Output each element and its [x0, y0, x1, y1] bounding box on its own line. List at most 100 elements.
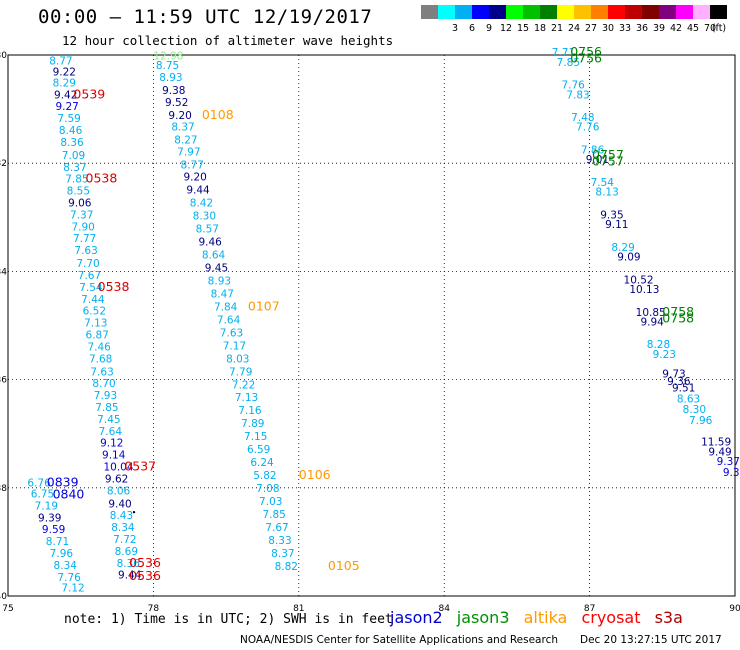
wave-height-label: 9.20 [168, 110, 191, 122]
wave-height-label: 8.77 [49, 56, 72, 68]
pass-time-label: 0756 [570, 51, 602, 66]
pass-time-label: 0537 [124, 458, 156, 473]
wave-height-label: 7.89 [241, 418, 264, 430]
wave-height-label: 7.64 [99, 426, 123, 438]
wave-height-label: 11.59 [701, 437, 731, 449]
wave-height-label: 9.38 [162, 85, 185, 97]
pass-time-label: 0538 [86, 171, 118, 186]
wave-height-label: 9.52 [165, 97, 188, 109]
wave-height-label: 7.96 [50, 548, 74, 560]
wave-height-label: 9.73 [662, 368, 685, 380]
wave-height-label: 7.76 [57, 572, 81, 584]
wave-height-label: 7.68 [89, 353, 112, 365]
wave-height-label: 8.29 [611, 242, 634, 254]
wave-height-label: 7.09 [62, 150, 85, 162]
scale-swatch [489, 5, 506, 19]
wave-height-label: 7.59 [57, 113, 80, 125]
chart-subtitle: 12 hour collection of altimeter wave hei… [62, 33, 394, 48]
scale-swatch [642, 5, 659, 19]
wave-height-label: 9.11 [605, 219, 628, 231]
y-tick-label: -40 [0, 592, 7, 602]
wave-height-label: 9.20 [183, 172, 206, 184]
wave-height-label: 9.22 [53, 67, 76, 79]
wave-height-label: 8.69 [115, 546, 138, 558]
wave-height-label: 9.51 [672, 383, 695, 395]
wave-height-label: 9.36 [667, 376, 691, 388]
scale-tick-label: 21 [551, 23, 563, 34]
wave-height-label: 7.84 [214, 301, 238, 313]
wave-height-label: 8.30 [683, 404, 706, 416]
wave-height-label: 7.76 [576, 122, 600, 134]
wave-height-label: 7.77 [73, 233, 96, 245]
wave-height-label: 7.15 [244, 431, 267, 443]
y-tick-label: -32 [0, 159, 7, 169]
scale-swatch [591, 5, 608, 19]
wave-height-label: 9.46 [198, 236, 222, 248]
wave-height-label: 9.09 [617, 252, 640, 264]
satellite-legend: jason2 jason3 altika cryosat s3a [390, 608, 692, 627]
wave-height-label: 7.08 [256, 483, 279, 495]
wave-height-label: 7.97 [177, 147, 200, 159]
wave-height-label: 7.85 [65, 174, 88, 186]
scale-tick-label: 42 [670, 23, 682, 34]
scale-swatch [608, 5, 625, 19]
pass-time-label: 0758 [662, 304, 694, 319]
wave-height-label: 9.14 [102, 450, 126, 462]
y-tick-label: -36 [0, 376, 7, 386]
y-tick-label: -38 [0, 484, 7, 494]
wave-height-label: 6.24 [250, 457, 274, 469]
wave-height-label: 7.71 [552, 47, 575, 59]
wave-height-label: 7.22 [232, 379, 255, 391]
credit-text: NOAA/NESDIS Center for Satellite Applica… [240, 634, 558, 646]
wave-height-label: 7.72 [113, 534, 136, 546]
scale-swatch [540, 5, 557, 19]
wave-height-label: 8.47 [211, 288, 234, 300]
wave-height-label: 6.75 [31, 489, 54, 501]
wave-height-label: 7.83 [566, 89, 589, 101]
wave-height-label: 7.63 [74, 245, 97, 257]
wave-height-label: 9.44 [118, 570, 142, 582]
x-tick-label: 84 [438, 604, 450, 614]
wave-height-label: 8.27 [174, 135, 197, 147]
wave-height-label: 9.49 [708, 446, 731, 458]
color-scale-legend: 3 6 9 12 15 18 21 24 27 30 33 36 39 42 45 70(ft) [421, 5, 727, 34]
scale-tick-label: 70 [704, 23, 716, 34]
x-tick-label: 81 [293, 604, 304, 614]
pass-time-label: 0758 [662, 310, 694, 325]
wave-height-label: 7.64 [217, 314, 241, 326]
wave-height-label: 7.45 [97, 414, 120, 426]
satellite-jason2: jason2 [390, 608, 443, 627]
wave-height-label: 12.98 [153, 50, 183, 62]
wave-height-label: 8.13 [595, 187, 618, 199]
wave-height-label: 9.35 [723, 467, 740, 479]
pass-time-label: 0536 [129, 555, 161, 570]
wave-height-label: 8.82 [275, 561, 298, 573]
wave-height-label: 9.01 [586, 154, 609, 166]
pass-time-label: 0756 [570, 44, 602, 59]
scale-tick-label: 9 [486, 23, 492, 34]
wave-height-label: 7.37 [70, 209, 93, 221]
scale-swatch [455, 5, 472, 19]
location-marker [132, 510, 136, 514]
satellite-altika: altika [523, 608, 568, 627]
scale-tick-label: 39 [653, 23, 665, 34]
scale-swatch [421, 5, 438, 19]
chart-title: 00:00 – 11:59 UTC 12/19/2017 [38, 6, 373, 28]
wave-height-label: 8.36 [117, 558, 141, 570]
wave-height-label: 7.85 [95, 402, 118, 414]
wave-height-label: 9.06 [68, 197, 92, 209]
wave-height-label: 8.37 [171, 122, 194, 134]
generated-timestamp: Dec 20 13:27:15 UTC 2017 [580, 634, 722, 646]
pass-time-label: 0107 [248, 298, 280, 313]
wave-height-label: 9.39 [38, 512, 61, 524]
wave-height-label: 8.29 [53, 77, 76, 89]
wave-height-label: 8.34 [111, 522, 135, 534]
scale-tick-label: 45 [687, 23, 699, 34]
wave-height-label: 7.16 [238, 405, 262, 417]
wave-height-label: 8.46 [59, 125, 83, 137]
scale-tick-label: 3 [452, 23, 458, 34]
pass-time-label: 0839 [47, 475, 79, 490]
wave-height-label: 8.42 [190, 197, 213, 209]
wave-height-label: 7.48 [571, 112, 594, 124]
wave-height-label: 7.79 [229, 366, 252, 378]
